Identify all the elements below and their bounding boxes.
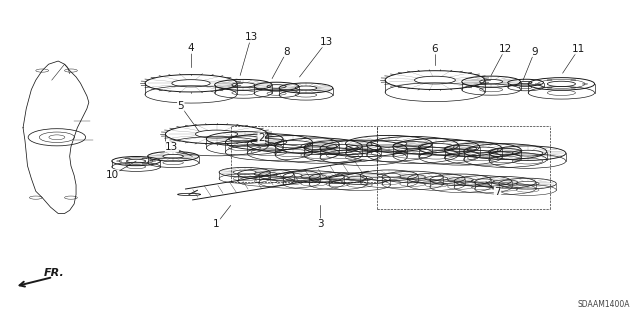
Text: 1: 1 bbox=[213, 219, 220, 229]
Text: 6: 6 bbox=[431, 44, 438, 54]
Text: 8: 8 bbox=[284, 47, 290, 56]
Text: 3: 3 bbox=[317, 219, 323, 229]
Text: 13: 13 bbox=[320, 37, 333, 47]
Text: 13: 13 bbox=[165, 142, 179, 152]
Text: 10: 10 bbox=[106, 170, 119, 180]
Text: SDAAM1400A: SDAAM1400A bbox=[577, 300, 630, 309]
Text: 7: 7 bbox=[494, 187, 501, 197]
Text: 11: 11 bbox=[572, 44, 585, 54]
Text: 4: 4 bbox=[188, 43, 195, 53]
Text: 12: 12 bbox=[499, 44, 512, 54]
Text: 13: 13 bbox=[244, 32, 258, 42]
Text: 5: 5 bbox=[177, 101, 184, 111]
Text: 2: 2 bbox=[258, 133, 264, 143]
Text: 9: 9 bbox=[531, 47, 538, 56]
Text: FR.: FR. bbox=[44, 268, 65, 278]
